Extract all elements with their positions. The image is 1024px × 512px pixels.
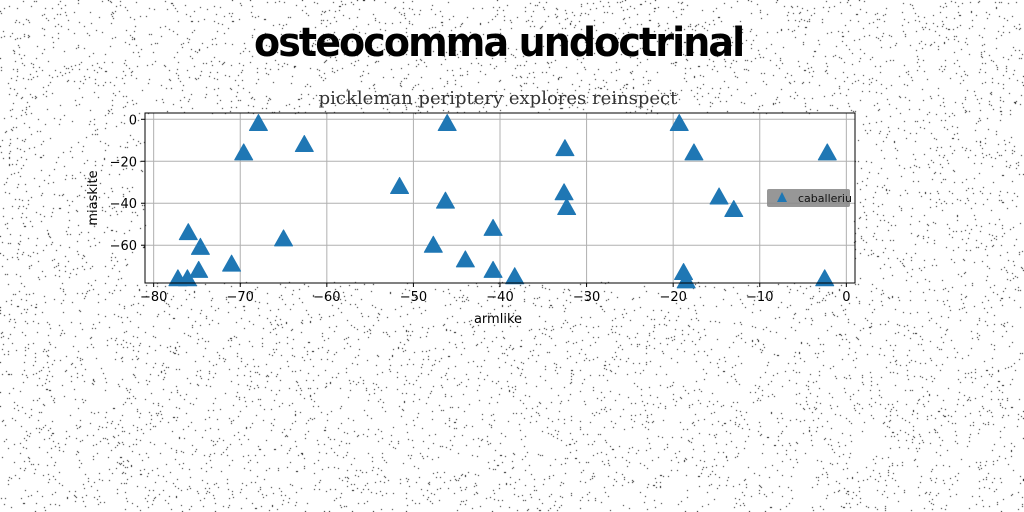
x-axis-label: armlike: [474, 312, 522, 327]
scatter-point: [222, 254, 242, 272]
scatter-point: [505, 267, 525, 285]
scatter-point: [178, 223, 198, 241]
scatter-point: [190, 237, 210, 255]
x-tick-label: −70: [227, 290, 254, 305]
scatter-point: [815, 269, 835, 287]
scatter-point: [234, 143, 254, 161]
y-tick-label: −20: [110, 155, 137, 170]
scatter-point: [669, 113, 689, 131]
scatter-point: [557, 197, 577, 215]
scatter-point: [274, 229, 294, 247]
x-tick-label: −80: [140, 290, 167, 305]
scatter-point: [189, 260, 209, 278]
data-points: [168, 113, 837, 289]
legend: caballeriu: [767, 189, 852, 207]
scatter-point: [684, 143, 704, 161]
legend-box: [767, 189, 850, 207]
chart-title: pickleman periptery explores reinspect: [319, 88, 678, 109]
scatter-point: [435, 191, 455, 209]
scatter-point: [437, 113, 457, 131]
y-tick-label: 0: [129, 113, 137, 128]
scatter-point: [248, 113, 268, 131]
scatter-point: [390, 176, 410, 194]
x-tick-label: −10: [746, 290, 773, 305]
scatter-point: [724, 200, 744, 218]
x-tick-label: −30: [573, 290, 600, 305]
y-axis-label: miaskite: [86, 170, 101, 225]
scatter-point: [555, 139, 575, 157]
legend-marker: [777, 192, 787, 202]
axis-ticks: −80 −70 −60 −50 −40 −30 −20 −10 0 0 −20 −40 −60: [110, 113, 851, 305]
scatter-point: [483, 218, 503, 236]
x-tick-label: −20: [659, 290, 686, 305]
x-tick-label: −60: [313, 290, 340, 305]
scatter-point: [709, 187, 729, 205]
scatter-point: [817, 143, 837, 161]
scatter-point: [455, 250, 475, 268]
scatter-point: [423, 235, 443, 253]
headline-title: osteocomma undoctrinal: [254, 20, 745, 66]
scatter-point: [483, 260, 503, 278]
y-tick-label: −60: [110, 239, 137, 254]
y-tick-label: −40: [110, 197, 137, 212]
scatter-point: [294, 134, 314, 152]
x-tick-label: −50: [400, 290, 427, 305]
scatter-point: [177, 269, 197, 287]
x-tick-label: −40: [486, 290, 513, 305]
grid-lines: [145, 113, 855, 283]
x-tick-label: 0: [842, 290, 850, 305]
scatter-point: [554, 183, 574, 201]
legend-label: caballeriu: [798, 192, 852, 205]
scatter-point: [676, 271, 696, 289]
